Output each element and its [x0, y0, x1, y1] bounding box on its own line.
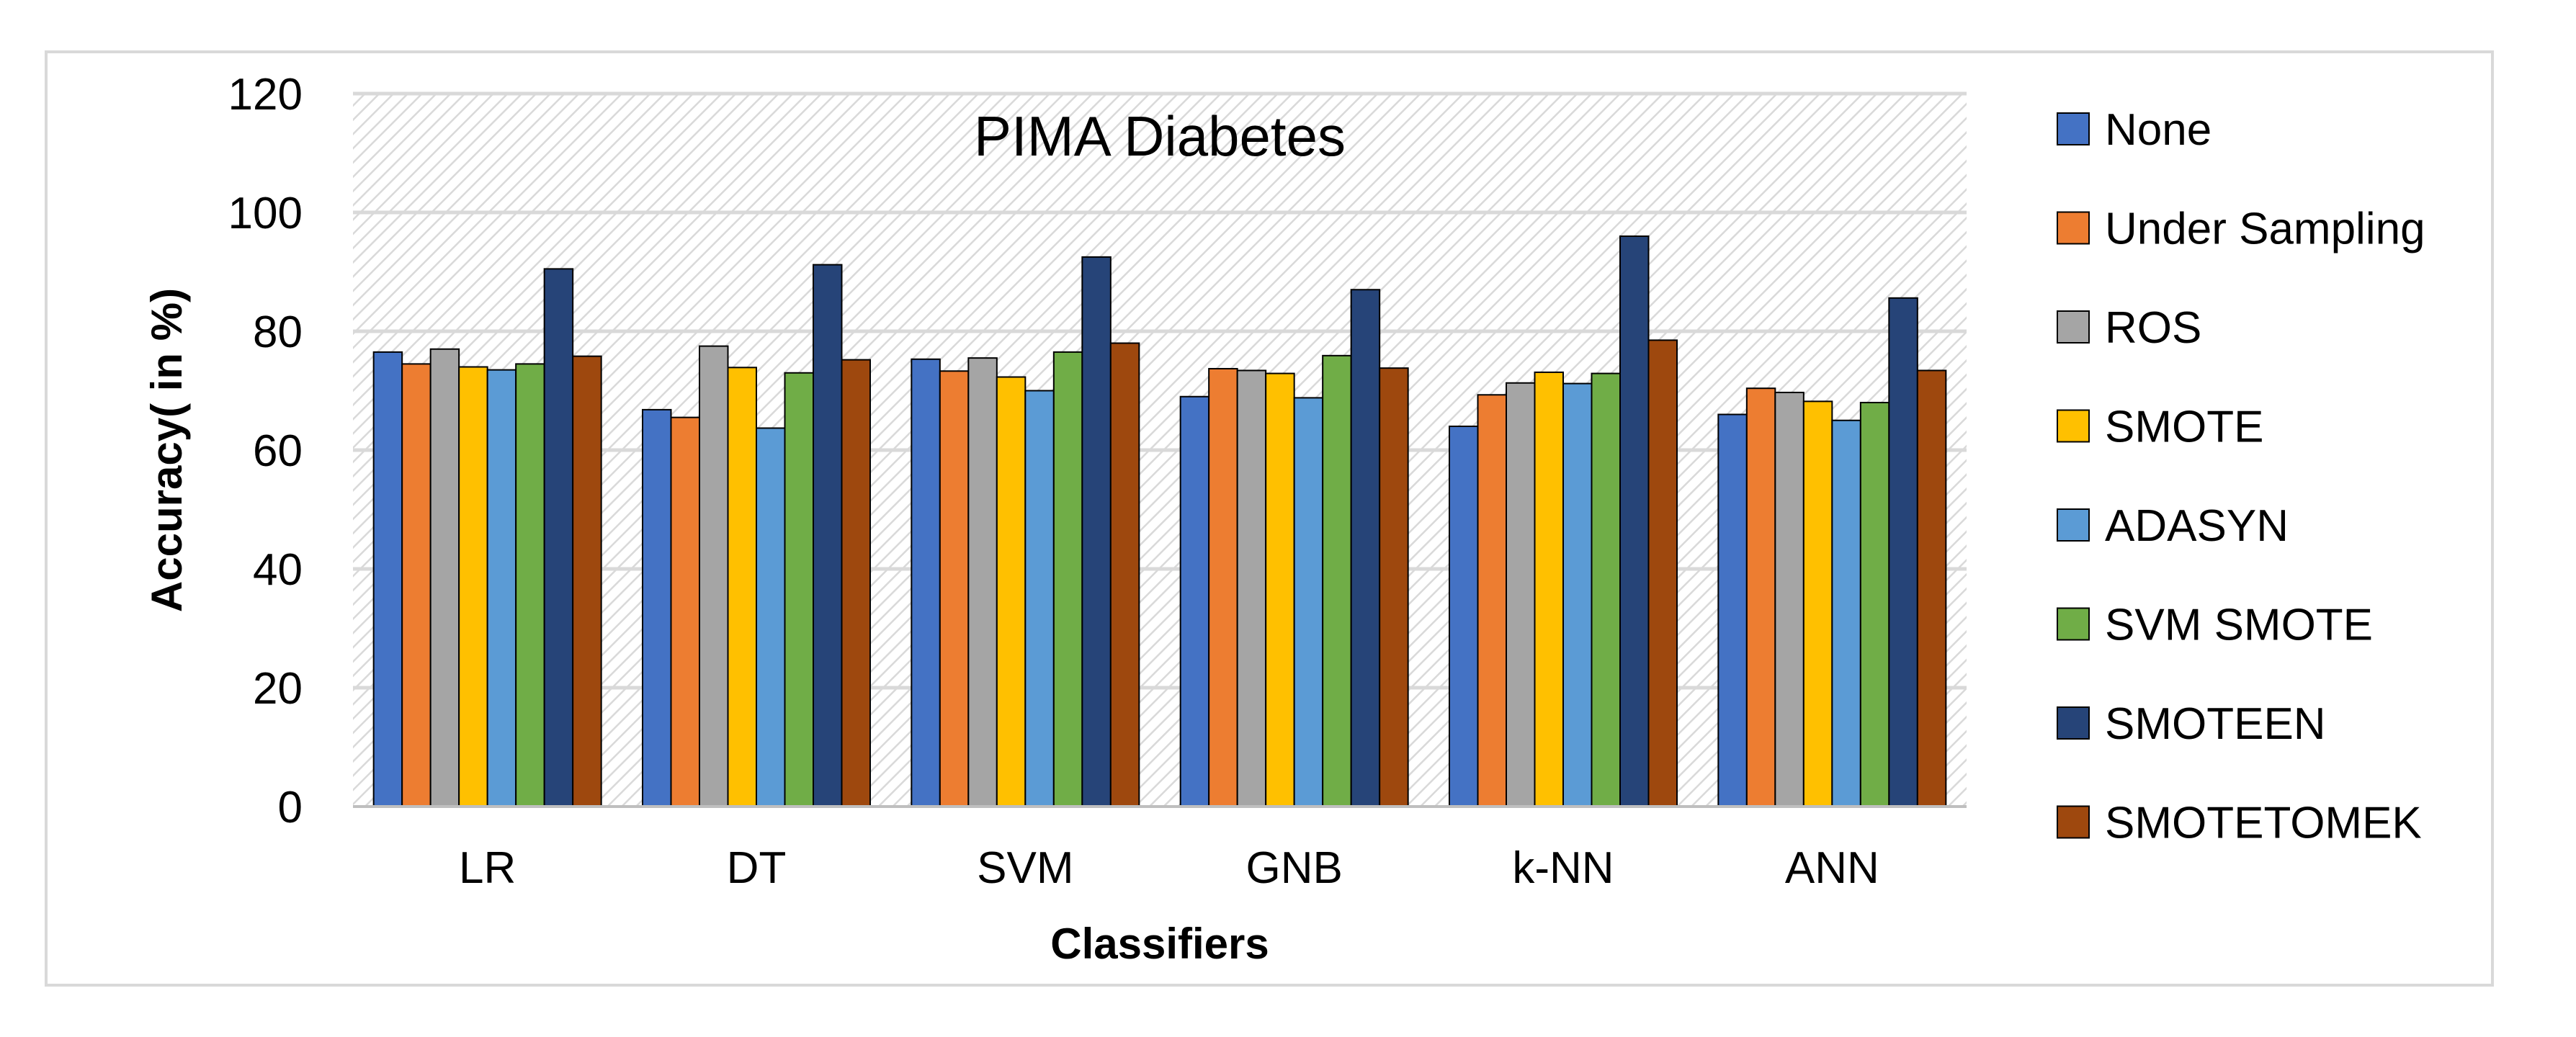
- bar: [996, 376, 1027, 807]
- bar: [756, 427, 786, 807]
- x-tick-label: k-NN: [1512, 843, 1614, 893]
- bar: [911, 358, 941, 807]
- x-tick-label: DT: [727, 843, 787, 893]
- bar: [1024, 390, 1055, 807]
- legend-label: SMOTE: [2105, 403, 2263, 452]
- bar: [727, 367, 757, 807]
- bar: [967, 357, 998, 807]
- chart-title: PIMA Diabetes: [974, 104, 1346, 168]
- legend-swatch: [2057, 310, 2090, 344]
- chart-frame: 0 20 40 60 80 100 120 LR DT SVM GNB k-NN ANN PIMA D…: [45, 50, 2494, 987]
- x-tick-label: LR: [459, 843, 516, 893]
- bar: [939, 370, 970, 807]
- legend-label: SMOTEEN: [2105, 699, 2326, 749]
- legend-swatch: [2057, 508, 2090, 542]
- legend-swatch: [2057, 607, 2090, 641]
- bar: [670, 416, 700, 807]
- bar: [1265, 372, 1295, 807]
- y-tick-label: 120: [228, 70, 303, 120]
- x-axis-title: Classifiers: [1050, 920, 1269, 968]
- x-tick-label: ANN: [1785, 843, 1879, 893]
- bar: [1449, 426, 1479, 807]
- y-tick-label: 100: [228, 189, 303, 238]
- bar: [1534, 371, 1564, 807]
- legend-label: SMOTETOMEK: [2105, 799, 2422, 848]
- bar: [1506, 382, 1536, 807]
- bar: [372, 351, 403, 807]
- y-tick-label: 60: [253, 426, 303, 476]
- x-tick-label: SVM: [977, 843, 1073, 893]
- bar: [1562, 382, 1593, 808]
- bar: [1591, 372, 1621, 807]
- y-tick-labels: 0 20 40 60 80 100 120: [228, 70, 303, 832]
- bar: [813, 264, 843, 808]
- bar: [1647, 339, 1678, 807]
- legend-swatch: [2057, 409, 2090, 443]
- bar: [1052, 351, 1083, 807]
- legend-label: ADASYN: [2105, 501, 2289, 551]
- bar: [1379, 367, 1409, 807]
- bar: [1619, 235, 1650, 807]
- bar: [841, 359, 871, 808]
- bar: [572, 355, 602, 807]
- bar: [1081, 256, 1112, 807]
- bar: [429, 348, 460, 807]
- legend-label: ROS: [2105, 303, 2201, 353]
- bar: [1236, 369, 1267, 807]
- y-tick-label: 20: [253, 664, 303, 714]
- bar: [1293, 397, 1324, 807]
- legend-label: Under Sampling: [2105, 205, 2425, 254]
- bar: [784, 372, 814, 807]
- bar: [1859, 402, 1890, 807]
- bar: [1477, 394, 1507, 807]
- legend: None Under Sampling ROS SMOTE ADASYN SVM SMOT…: [2057, 105, 2425, 848]
- bar: [486, 369, 517, 807]
- y-tick-label: 40: [253, 545, 303, 595]
- legend-swatch: [2057, 211, 2090, 245]
- legend-label: None: [2105, 105, 2211, 155]
- x-tick-labels: LR DT SVM GNB k-NN ANN: [459, 843, 1879, 893]
- y-tick-label: 80: [253, 307, 303, 357]
- legend-swatch: [2057, 706, 2090, 740]
- bar: [1322, 354, 1352, 807]
- bar: [1179, 395, 1210, 807]
- y-tick-label: 0: [278, 783, 303, 832]
- bar: [642, 408, 672, 807]
- legend-swatch: [2057, 805, 2090, 839]
- bar: [1208, 367, 1238, 808]
- bar-chart: 0 20 40 60 80 100 120 LR DT SVM GNB k-NN ANN PIMA D…: [143, 70, 2425, 968]
- x-tick-label: GNB: [1245, 843, 1342, 893]
- bar: [1745, 387, 1776, 807]
- bar: [1774, 391, 1804, 808]
- bar: [401, 363, 431, 807]
- y-axis-title: Accuracy( in %): [143, 288, 191, 612]
- grid-lines: [353, 91, 1967, 690]
- bar: [515, 363, 545, 807]
- bar: [699, 345, 729, 807]
- bar: [1916, 369, 1947, 807]
- bar: [1802, 400, 1833, 808]
- legend-swatch: [2057, 112, 2090, 145]
- legend-label: SVM SMOTE: [2105, 601, 2373, 650]
- bar: [1109, 342, 1140, 807]
- bar: [458, 366, 488, 807]
- bar: [1717, 413, 1748, 807]
- bar: [1350, 289, 1381, 807]
- bar: [543, 268, 574, 807]
- bar: [1888, 297, 1918, 807]
- bar: [1831, 419, 1861, 807]
